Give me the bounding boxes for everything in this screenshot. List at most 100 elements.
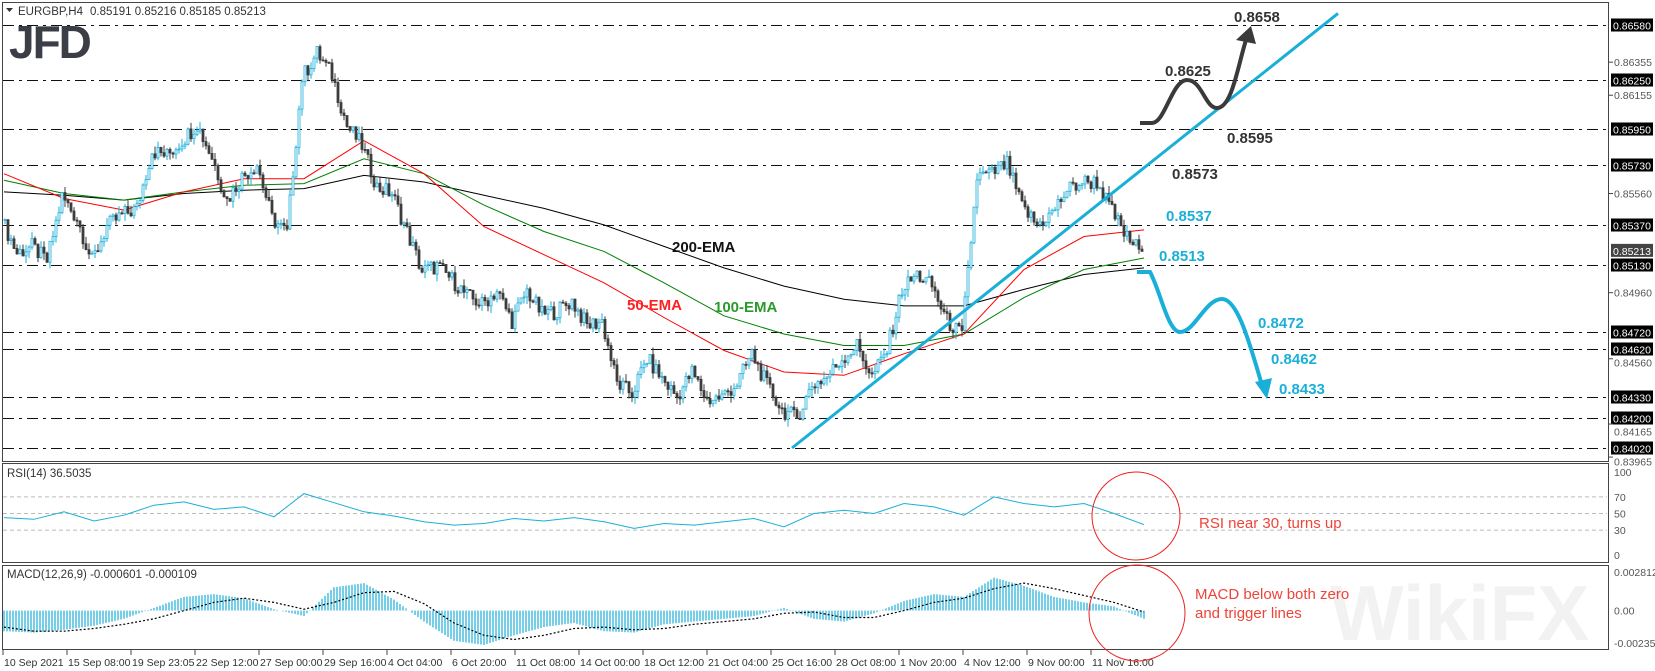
candle-body: [444, 264, 448, 273]
candle: [261, 172, 265, 194]
level-price-box: [1611, 122, 1653, 136]
candle-body: [594, 318, 598, 329]
candle: [474, 293, 478, 311]
candle: [939, 299, 943, 315]
candle: [234, 182, 238, 197]
candle: [351, 126, 355, 134]
candle: [45, 251, 49, 263]
candle-body: [522, 296, 526, 299]
uptrend-line: [791, 12, 1339, 450]
candle-body: [426, 264, 430, 267]
candle-body: [303, 65, 307, 83]
candle: [969, 240, 973, 271]
candle-body: [609, 345, 613, 361]
candle: [1122, 219, 1126, 243]
candle-body: [1059, 198, 1063, 202]
candle: [342, 108, 346, 121]
candle: [732, 383, 736, 400]
candle-body: [1110, 201, 1114, 205]
candle: [492, 293, 496, 301]
candle-body: [855, 339, 859, 351]
candle-body: [480, 297, 484, 306]
candle: [1095, 169, 1099, 192]
level-price-box: [1611, 441, 1653, 455]
candle-body: [1140, 248, 1144, 252]
watermark: WikiFX: [1330, 569, 1589, 657]
candle-body: [1053, 209, 1057, 212]
candle: [999, 161, 1003, 171]
candle-body: [501, 292, 505, 300]
candle: [288, 190, 292, 231]
candle-body: [1062, 196, 1066, 202]
x-tick-label: 15 Sep 08:00: [68, 657, 131, 669]
candle-body: [297, 108, 301, 148]
candle-body: [12, 238, 16, 249]
candle-body: [585, 312, 589, 325]
candle: [765, 365, 769, 385]
candle: [612, 357, 616, 370]
level-price-label: 0.85370: [1613, 221, 1651, 233]
candle: [309, 62, 313, 79]
candle: [852, 348, 856, 356]
candle: [522, 291, 526, 304]
candle: [447, 271, 451, 282]
candle-body: [528, 288, 532, 302]
candle: [735, 383, 739, 390]
candle: [876, 358, 880, 374]
candle: [1023, 195, 1027, 210]
candle: [231, 184, 235, 208]
candle: [915, 270, 919, 280]
candle: [174, 147, 178, 160]
candle-body: [468, 289, 472, 291]
candle: [1059, 197, 1063, 209]
candle-body: [723, 390, 727, 395]
candle: [387, 178, 391, 197]
candle: [639, 361, 643, 379]
candle: [621, 377, 625, 395]
candle-body: [837, 366, 841, 368]
candle-body: [663, 376, 667, 383]
ema200-label: 200-EMA: [672, 239, 736, 256]
candle: [240, 171, 244, 193]
candle: [711, 399, 715, 407]
candle: [96, 244, 100, 253]
candle-body: [279, 222, 283, 225]
candle: [624, 374, 628, 384]
candle: [504, 297, 508, 312]
candle-body: [183, 143, 187, 147]
candle: [99, 235, 103, 253]
candle-body: [570, 298, 574, 310]
candle-body: [189, 128, 193, 140]
candle-body: [258, 165, 262, 176]
candle: [360, 126, 364, 154]
candle: [1080, 183, 1084, 190]
candle: [990, 163, 994, 173]
candle-body: [414, 241, 418, 251]
candle: [285, 219, 289, 232]
candle-body: [777, 404, 781, 409]
candle-body: [990, 166, 994, 170]
ema-line-50-ema: [3, 140, 1145, 376]
candle-body: [93, 250, 97, 254]
candle-body: [69, 202, 73, 212]
candle-body: [786, 411, 790, 420]
candle: [702, 384, 706, 402]
candle-body: [249, 172, 253, 179]
candle: [324, 58, 328, 67]
candle-body: [933, 286, 937, 292]
candle: [69, 202, 73, 214]
candle: [306, 64, 310, 82]
candle: [675, 391, 679, 404]
candle-body: [1092, 176, 1096, 189]
candle-body: [831, 364, 835, 375]
candle-body: [144, 179, 148, 186]
candle-body: [75, 219, 79, 222]
candle-body: [1131, 241, 1135, 246]
candle: [102, 235, 106, 247]
candle-body: [1026, 206, 1030, 218]
candle-body: [120, 212, 124, 215]
dropdown-triangle-icon[interactable]: [6, 8, 13, 12]
candle-body: [417, 249, 421, 269]
candle: [627, 380, 631, 399]
candle-body: [780, 407, 784, 410]
